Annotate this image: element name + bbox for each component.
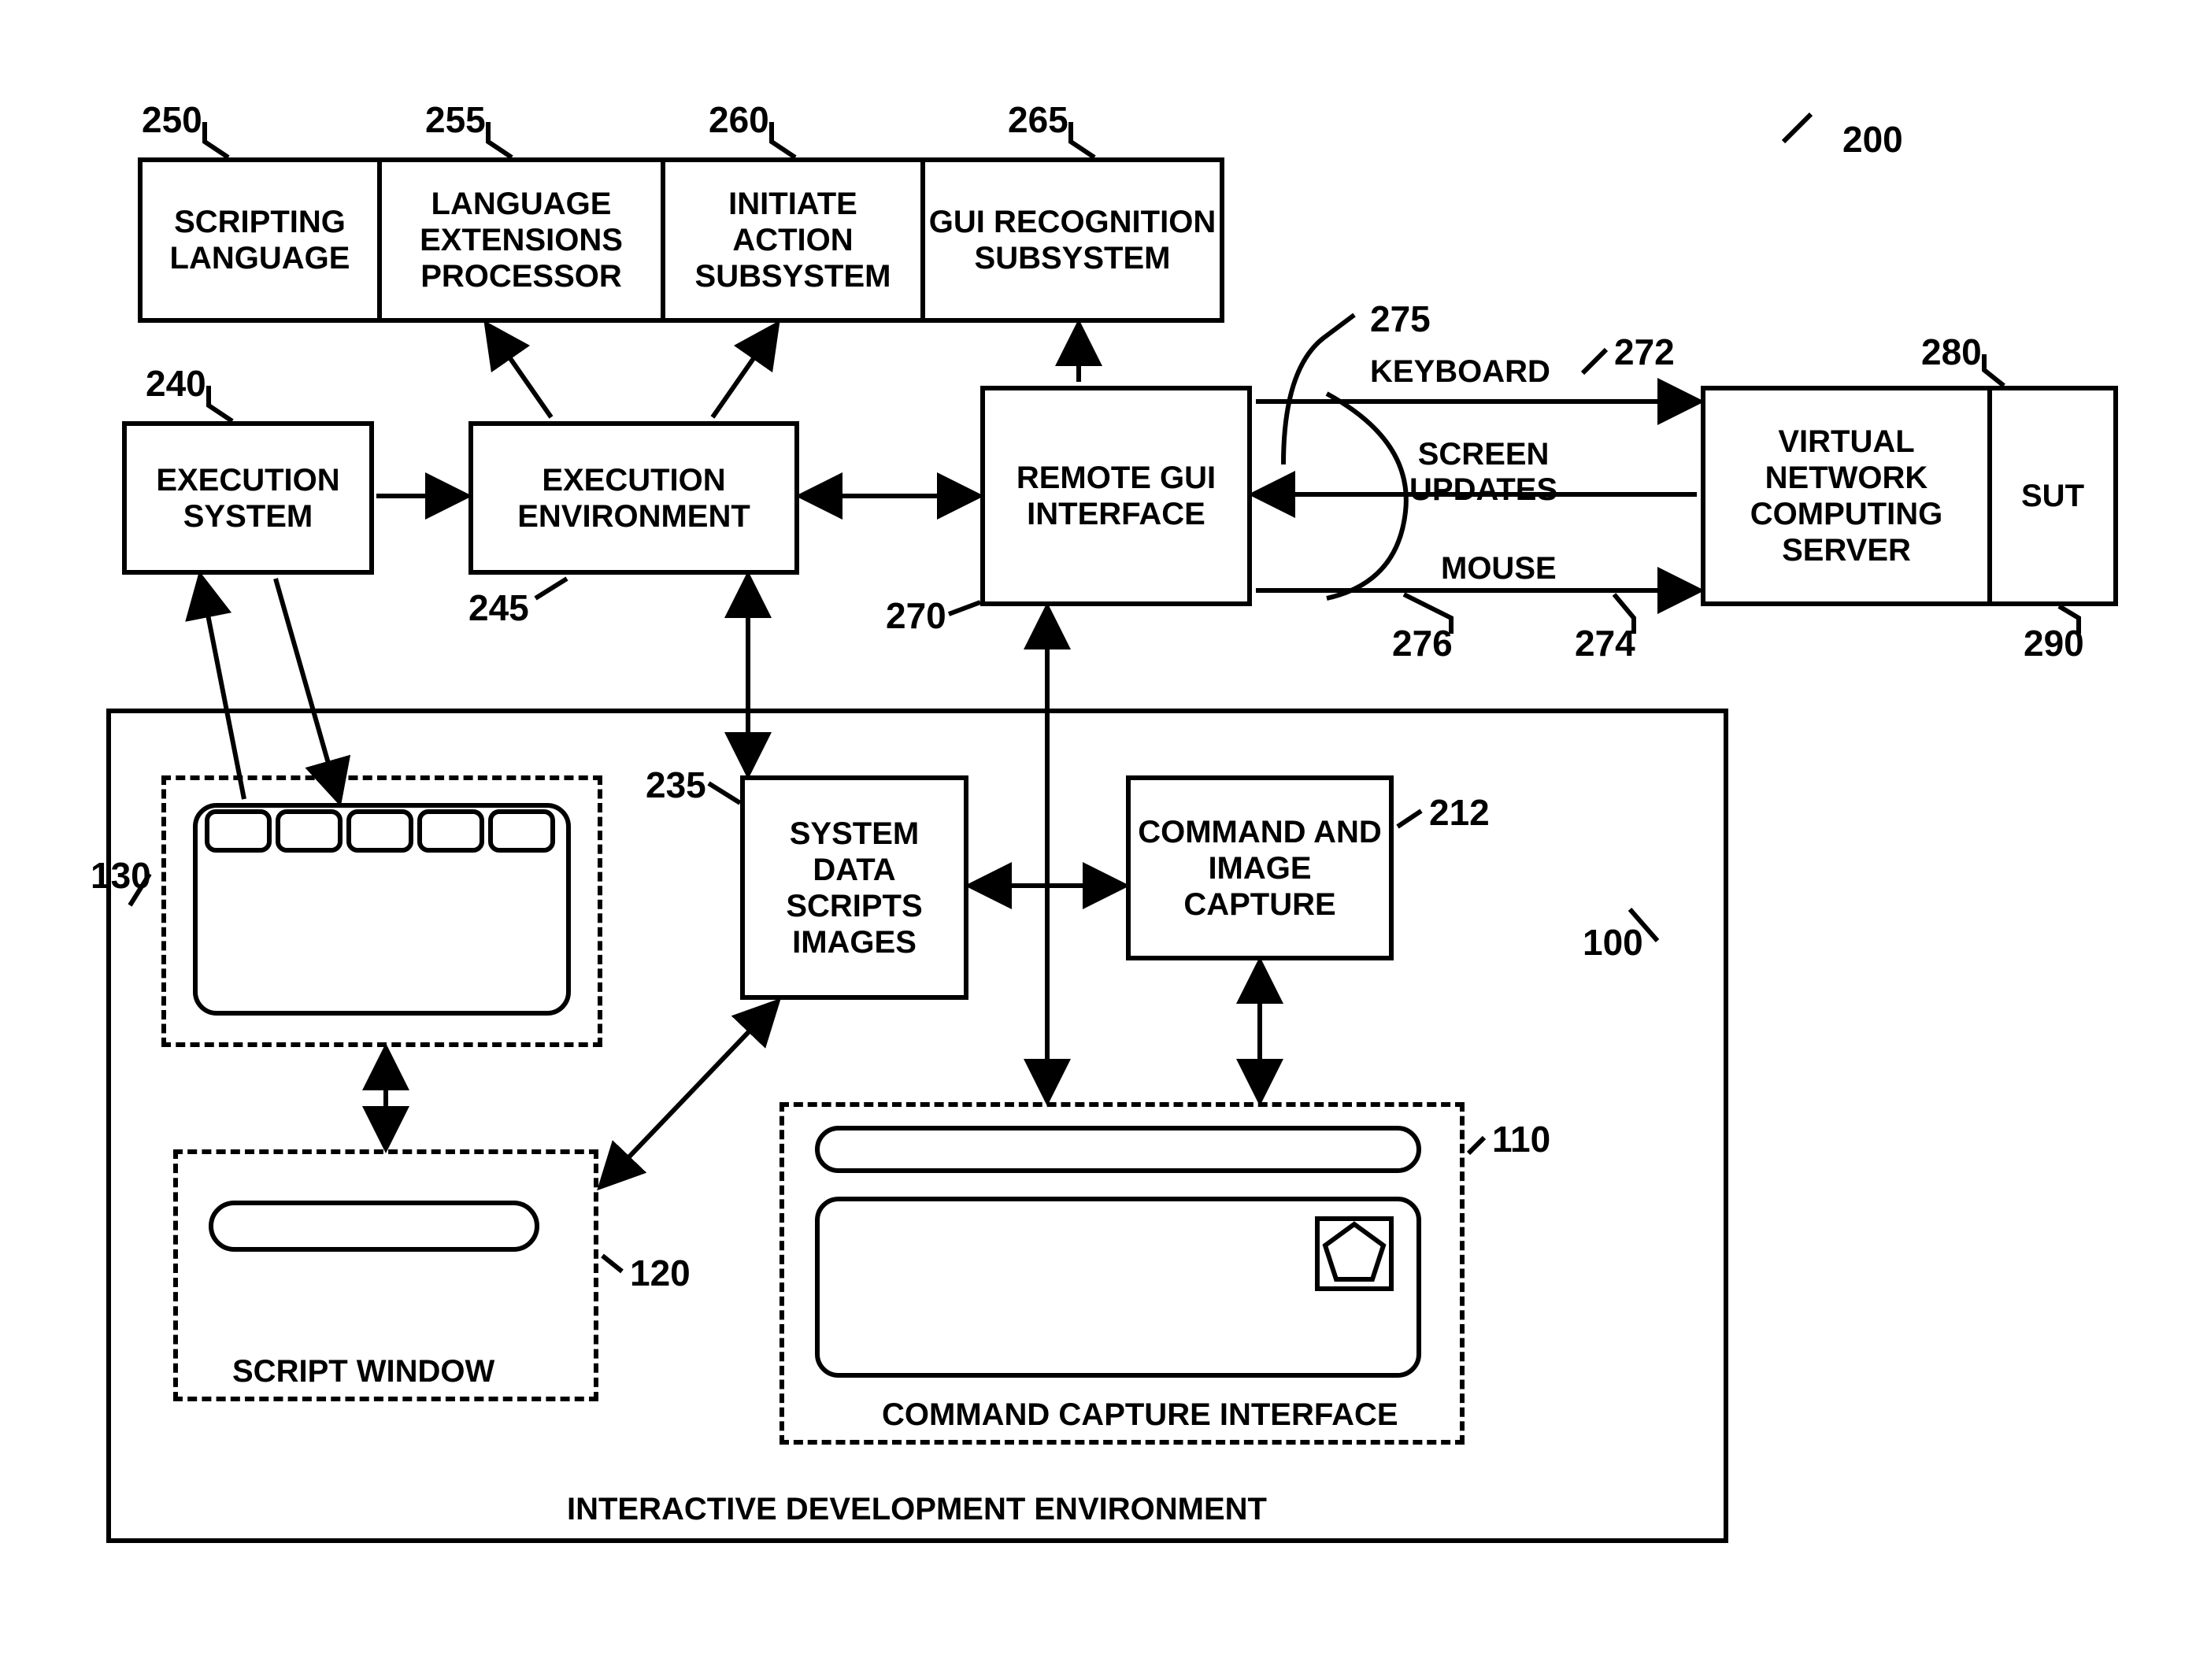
label: LANGUAGE EXTENSIONS PROCESSOR — [382, 186, 661, 294]
ref-276: 276 — [1392, 622, 1453, 664]
ref-235: 235 — [646, 764, 706, 806]
label: INITIATE ACTION SUBSYSTEM — [665, 186, 920, 294]
label-keyboard: KEYBOARD — [1370, 354, 1550, 390]
label: REMOTE GUI INTERFACE — [985, 460, 1247, 532]
ref-255: 255 — [425, 98, 486, 141]
node-system-data: SYSTEM DATA SCRIPTS IMAGES — [740, 775, 968, 1000]
ref-260: 260 — [709, 98, 769, 141]
node-sut: SUT — [1992, 386, 2118, 606]
panel-130-tab — [346, 809, 413, 853]
ref-280: 280 — [1921, 331, 1982, 373]
ref-120: 120 — [630, 1252, 691, 1294]
label-script-window: SCRIPT WINDOW — [232, 1354, 494, 1390]
cci-canvas-iconbox — [1315, 1216, 1394, 1291]
ref-245: 245 — [468, 587, 529, 629]
label: SCRIPTING LANGUAGE — [143, 204, 377, 276]
panel-130-tab — [205, 809, 272, 853]
node-language-extensions: LANGUAGE EXTENSIONS PROCESSOR — [382, 157, 665, 323]
ref-200: 200 — [1842, 118, 1903, 161]
ref-265: 265 — [1008, 98, 1068, 141]
node-initiate-action: INITIATE ACTION SUBSYSTEM — [665, 157, 925, 323]
ref-240: 240 — [146, 362, 206, 405]
label: COMMAND AND IMAGE CAPTURE — [1131, 814, 1389, 923]
ref-290: 290 — [2024, 622, 2084, 664]
label: GUI RECOGNITION SUBSYSTEM — [925, 204, 1220, 276]
label: SYSTEM DATA SCRIPTS IMAGES — [745, 816, 964, 960]
ref-212: 212 — [1429, 791, 1490, 834]
panel-130-tab — [488, 809, 555, 853]
cci-toolbar — [815, 1126, 1421, 1173]
node-gui-recognition: GUI RECOGNITION SUBSYSTEM — [925, 157, 1224, 323]
label-cmd-capture-interface: COMMAND CAPTURE INTERFACE — [882, 1397, 1398, 1433]
node-cmd-capture: COMMAND AND IMAGE CAPTURE — [1126, 775, 1394, 960]
ref-270: 270 — [886, 594, 946, 637]
node-execution-environment: EXECUTION ENVIRONMENT — [468, 421, 799, 575]
panel-130-tab — [417, 809, 484, 853]
label-mouse: MOUSE — [1441, 551, 1557, 587]
label: VIRTUAL NETWORK COMPUTING SERVER — [1705, 424, 1987, 568]
node-scripting-language: SCRIPTING LANGUAGE — [138, 157, 382, 323]
node-vnc-server: VIRTUAL NETWORK COMPUTING SERVER — [1701, 386, 1992, 606]
node-execution-system: EXECUTION SYSTEM — [122, 421, 374, 575]
ref-275: 275 — [1370, 298, 1431, 340]
ref-272: 272 — [1614, 331, 1675, 373]
label: EXECUTION ENVIRONMENT — [473, 462, 794, 535]
ref-250: 250 — [142, 98, 202, 141]
label-screen-updates: SCREEN UPDATES — [1409, 437, 1557, 508]
ref-110: 110 — [1492, 1118, 1550, 1160]
script-window-pill — [209, 1201, 539, 1252]
label: SUT — [2021, 478, 2084, 514]
ref-130: 130 — [91, 854, 151, 897]
panel-130-tab — [276, 809, 343, 853]
ref-100: 100 — [1583, 921, 1643, 964]
ref-274: 274 — [1575, 622, 1635, 664]
node-remote-gui: REMOTE GUI INTERFACE — [980, 386, 1252, 606]
label: EXECUTION SYSTEM — [127, 462, 369, 535]
label-ide: INTERACTIVE DEVELOPMENT ENVIRONMENT — [567, 1492, 1267, 1527]
